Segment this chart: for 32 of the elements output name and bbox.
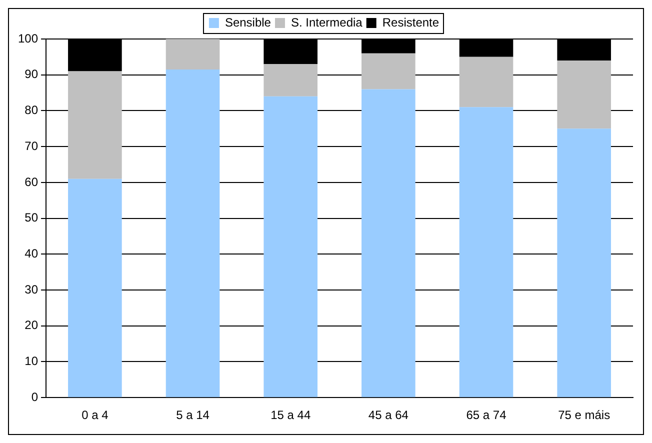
y-tick-label: 20: [24, 318, 38, 332]
x-tick-label: 75 e máis: [558, 408, 610, 422]
x-tick-label: 65 a 74: [466, 408, 507, 422]
legend-label: Sensible: [224, 15, 272, 30]
y-tick-label: 40: [24, 246, 38, 260]
y-tick-label: 60: [24, 174, 38, 189]
bar: [459, 107, 514, 398]
y-tick-label: 10: [24, 354, 38, 368]
y-tick-label: 90: [24, 67, 38, 82]
y-tick-label: 0: [31, 390, 38, 404]
bar: [362, 89, 416, 398]
bar: [166, 69, 220, 398]
y-tick-label: 80: [24, 103, 38, 118]
x-tick-label: 45 a 64: [368, 408, 409, 422]
bar: [264, 64, 318, 96]
bar: [459, 56, 514, 108]
legend-label: S. Intermedia: [290, 15, 363, 30]
x-tick-label: 15 a 44: [270, 408, 311, 422]
bar: [166, 39, 220, 70]
legend-label: Resistente: [382, 15, 440, 30]
y-tick-label: 30: [24, 282, 38, 296]
bar: [362, 53, 416, 90]
bar: [68, 71, 122, 179]
x-tick-label: 5 a 14: [176, 408, 210, 422]
bar: [264, 96, 318, 398]
y-tick-label: 50: [24, 210, 38, 225]
bar: [68, 178, 122, 398]
bar: [557, 60, 611, 129]
y-tick-label: 70: [24, 138, 38, 153]
bar: [557, 128, 611, 398]
x-tick-label: 0 a 4: [82, 408, 109, 422]
y-tick-label: 100: [18, 31, 38, 46]
